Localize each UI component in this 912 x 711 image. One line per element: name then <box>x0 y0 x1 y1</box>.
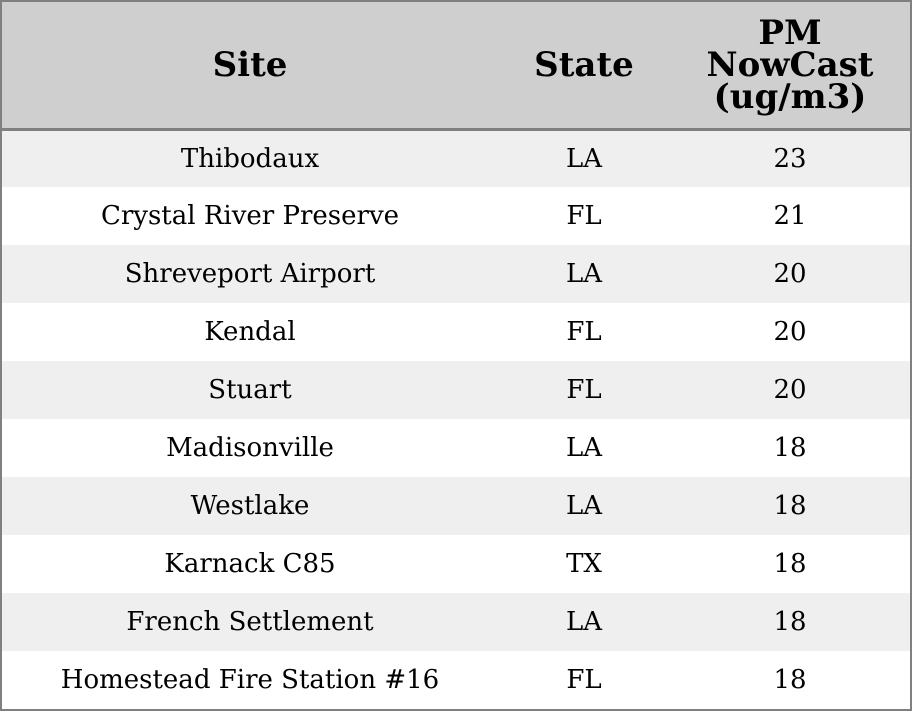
table-row: Crystal River Preserve FL 21 <box>2 187 910 245</box>
table-row: Karnack C85 TX 18 <box>2 535 910 593</box>
cell-state: LA <box>565 607 603 637</box>
cell-site: Shreveport Airport <box>124 259 376 289</box>
table-row: Shreveport Airport LA 20 <box>2 245 910 303</box>
cell-state: FL <box>566 665 602 695</box>
cell-pm: 23 <box>773 143 807 174</box>
cell-state: FL <box>566 201 602 231</box>
table-row: Thibodaux LA 23 <box>2 129 910 187</box>
table-row: Stuart FL 20 <box>2 361 910 419</box>
table-row: Westlake LA 18 <box>2 477 910 535</box>
cell-site: Crystal River Preserve <box>100 201 400 231</box>
header-state: State <box>498 2 670 131</box>
table-row: Homestead Fire Station #16 FL 18 <box>2 651 910 709</box>
cell-pm: 18 <box>773 491 807 521</box>
cell-pm: 18 <box>773 549 807 579</box>
table-header: Site State PM NowCast (ug/m3) <box>2 2 910 131</box>
cell-pm: 18 <box>773 433 807 463</box>
cell-state: FL <box>566 317 602 347</box>
cell-site: Thibodaux <box>180 143 320 174</box>
cell-state: LA <box>565 491 603 521</box>
cell-pm: 20 <box>773 317 807 347</box>
cell-state: LA <box>565 433 603 463</box>
header-pm-line-2: NowCast <box>706 44 874 85</box>
cell-site: Kendal <box>204 317 296 347</box>
cell-state: TX <box>566 549 602 579</box>
cell-pm: 18 <box>773 665 807 695</box>
table-row: Madisonville LA 18 <box>2 419 910 477</box>
cell-pm: 21 <box>773 201 807 231</box>
cell-state: LA <box>565 143 603 174</box>
table-row: Kendal FL 20 <box>2 303 910 361</box>
cell-site: Homestead Fire Station #16 <box>60 665 440 695</box>
header-pm-line-3: (ug/m3) <box>713 76 867 117</box>
cell-site: Stuart <box>208 375 292 405</box>
table-body: Thibodaux LA 23 Crystal River Preserve F… <box>2 129 910 709</box>
cell-site: Madisonville <box>166 433 334 463</box>
header-pm-line-1: PM <box>758 12 822 53</box>
header-pm-nowcast: PM NowCast (ug/m3) <box>670 2 910 131</box>
cell-pm: 20 <box>773 375 807 405</box>
cell-site: Westlake <box>190 491 310 521</box>
cell-pm: 18 <box>773 607 807 637</box>
cell-site: Karnack C85 <box>164 549 336 579</box>
cell-state: LA <box>565 259 603 289</box>
cell-site: French Settlement <box>126 607 374 637</box>
cell-state: FL <box>566 375 602 405</box>
header-row: Site State PM NowCast (ug/m3) <box>2 2 910 131</box>
header-site: Site <box>2 2 498 131</box>
cell-pm: 20 <box>773 259 807 289</box>
table-row: French Settlement LA 18 <box>2 593 910 651</box>
